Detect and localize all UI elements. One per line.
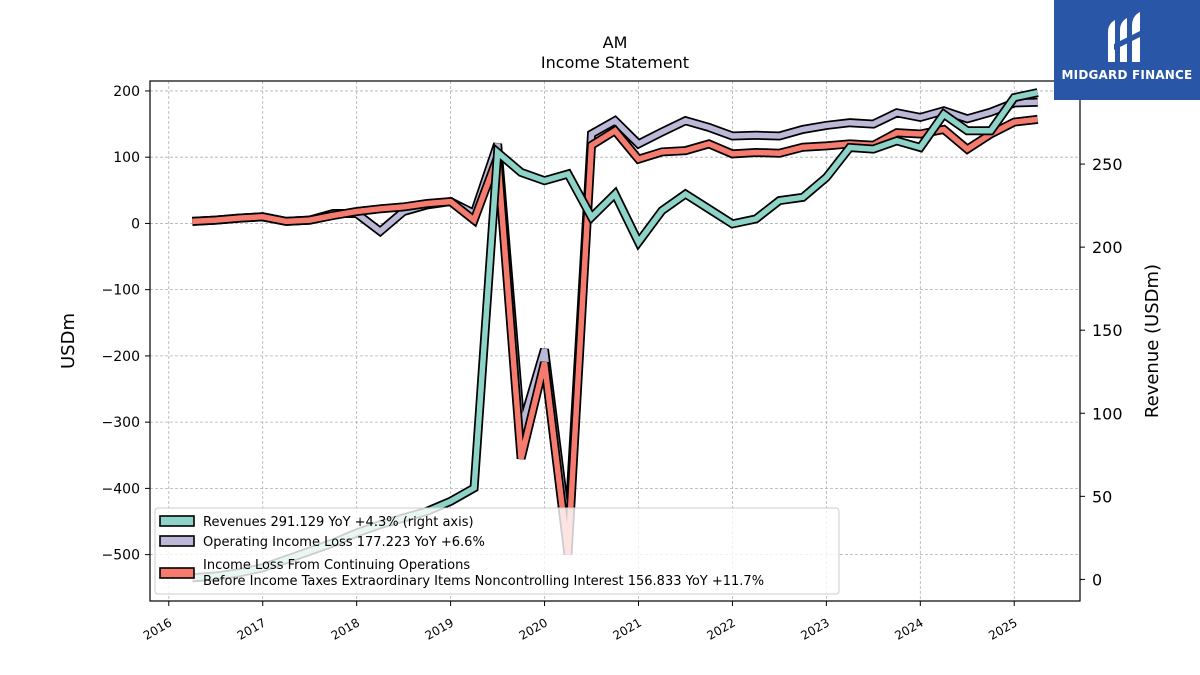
chart-title: AM bbox=[602, 33, 628, 52]
x-tick-label: 2020 bbox=[517, 615, 550, 642]
y-left-tick-label: −200 bbox=[102, 349, 140, 365]
midgard-finance-logo: MIDGARD FINANCE bbox=[1054, 0, 1200, 100]
y-left-tick-label: 0 bbox=[131, 216, 140, 232]
logo-icon bbox=[1108, 12, 1142, 62]
x-tick-label: 2017 bbox=[235, 615, 268, 642]
y-right-tick-label: 50 bbox=[1092, 487, 1112, 506]
legend-label: Operating Income Loss 177.223 YoY +6.6% bbox=[203, 535, 485, 550]
y-right-tick-label: 100 bbox=[1092, 404, 1123, 423]
y-axis-label-left: USDm bbox=[58, 313, 79, 369]
y-left-tick-label: −400 bbox=[102, 481, 140, 497]
legend: Revenues 291.129 YoY +4.3% (right axis) O… bbox=[154, 507, 840, 595]
series-line-0 bbox=[192, 99, 1038, 536]
series-line-2 bbox=[192, 89, 1039, 581]
x-tick-label: 2018 bbox=[329, 615, 362, 642]
y-right-tick-label: 150 bbox=[1092, 321, 1123, 340]
y-left-tick-label: −500 bbox=[102, 548, 140, 564]
y-left-tick-label: 100 bbox=[113, 150, 140, 166]
legend-label: Income Loss From Continuing Operations bbox=[203, 558, 470, 573]
x-tick-label: 2016 bbox=[141, 615, 174, 642]
legend-label: Revenues 291.129 YoY +4.3% (right axis) bbox=[203, 515, 474, 530]
y-right-tick-label: 250 bbox=[1092, 155, 1123, 174]
y-left-tick-label: −100 bbox=[102, 283, 140, 299]
x-tick-label: 2021 bbox=[611, 615, 644, 642]
plot-frame bbox=[149, 80, 1081, 602]
series-outline-2 bbox=[191, 88, 1039, 583]
legend-box bbox=[154, 507, 840, 595]
series-outline-1 bbox=[192, 114, 1039, 556]
y-right-tick-label: 200 bbox=[1092, 238, 1123, 257]
logo-text: MIDGARD FINANCE bbox=[1061, 68, 1193, 82]
x-tick-label: 2023 bbox=[798, 615, 831, 642]
x-tick-label: 2022 bbox=[704, 615, 737, 642]
y-left-tick-label: −300 bbox=[102, 415, 140, 431]
series-outline-0 bbox=[192, 97, 1038, 536]
series-group bbox=[191, 88, 1039, 583]
chart-subtitle: Income Statement bbox=[540, 53, 690, 72]
legend-swatch bbox=[159, 535, 195, 547]
y-axis-label-right: Revenue (USDm) bbox=[1142, 264, 1163, 418]
y-right-tick-label: 0 bbox=[1092, 570, 1102, 589]
legend-swatch bbox=[159, 515, 195, 527]
y-left-tick-label: 200 bbox=[113, 84, 140, 100]
x-tick-label: 2019 bbox=[423, 615, 456, 642]
series-line-1 bbox=[192, 116, 1039, 555]
legend-swatch bbox=[159, 567, 195, 579]
x-tick-label: 2025 bbox=[986, 615, 1019, 642]
legend-label: Before Income Taxes Extraordinary Items … bbox=[203, 574, 764, 589]
x-tick-label: 2024 bbox=[892, 615, 925, 642]
